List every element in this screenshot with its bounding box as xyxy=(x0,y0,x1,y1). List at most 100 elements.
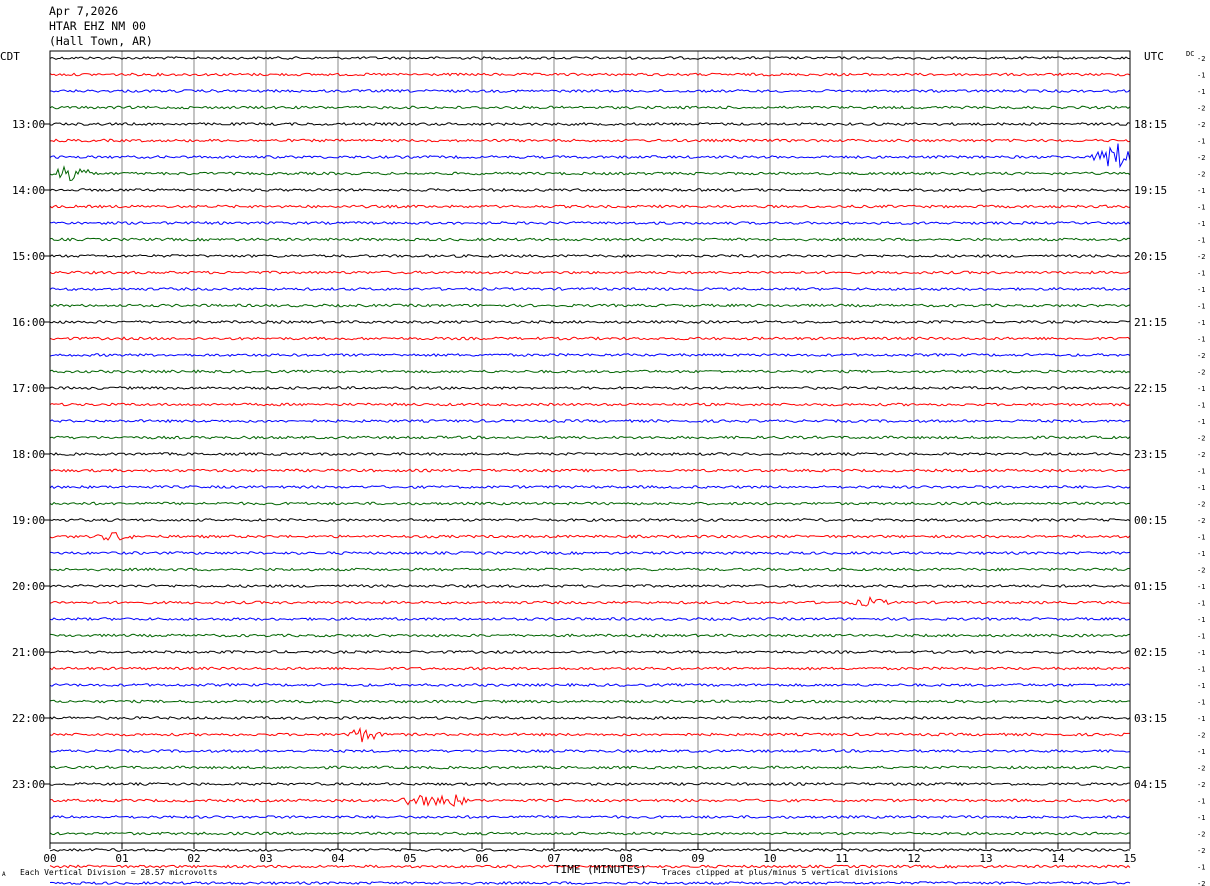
dc-offset-label: -1 xyxy=(1197,616,1205,624)
seismic-traces xyxy=(49,56,1131,886)
dc-offset-label: -1 xyxy=(1197,187,1205,195)
left-hour-labels: 13:00 14:00 15:00 16:00 17:00 18:00 19:00 20:00… xyxy=(12,118,50,791)
dc-offset-label: -1 xyxy=(1197,468,1205,476)
dc-offset-label: -1 xyxy=(1197,72,1205,80)
dc-offset-label: -2 xyxy=(1197,369,1205,377)
dc-offset-label: -1 xyxy=(1197,336,1205,344)
trace-line xyxy=(49,88,1131,94)
trace-line xyxy=(49,617,1131,622)
dc-offset-label: -2 xyxy=(1197,435,1205,443)
trace-line xyxy=(49,369,1131,374)
dc-offset-label: -2 xyxy=(1197,55,1205,63)
station-location: (Hall Town, AR) xyxy=(49,34,153,48)
cdt-hour-label: 20:00 xyxy=(12,580,45,593)
utc-hour-label: 01:15 xyxy=(1134,580,1167,593)
clip-note: Traces clipped at plus/minus 5 vertical … xyxy=(662,868,899,877)
trace-line xyxy=(49,815,1131,819)
dc-offset-label: -1 xyxy=(1197,534,1205,542)
cdt-hour-label: 22:00 xyxy=(12,712,45,725)
x-tick-label: 02 xyxy=(187,852,200,865)
dc-offset-label: -1 xyxy=(1197,649,1205,657)
cdt-hour-label: 19:00 xyxy=(12,514,45,527)
trace-line xyxy=(49,847,1131,852)
trace-line xyxy=(49,121,1131,127)
dc-offset-label: -1 xyxy=(1197,204,1205,212)
trace-line xyxy=(49,633,1131,638)
trace-line xyxy=(49,336,1131,341)
dc-offset-label: -1 xyxy=(1197,715,1205,723)
dc-label: DC xyxy=(1186,50,1195,58)
dc-offset-label: -1 xyxy=(1197,319,1205,327)
dc-offset-label: -1 xyxy=(1197,385,1205,393)
cdt-hour-label: 23:00 xyxy=(12,778,45,791)
trace-line xyxy=(49,682,1131,688)
cdt-hour-label: 17:00 xyxy=(12,382,45,395)
trace-line xyxy=(49,748,1131,753)
dc-offset-label: -2 xyxy=(1197,154,1205,162)
x-tick-label: 10 xyxy=(763,852,776,865)
dc-offset-label: -1 xyxy=(1197,402,1205,410)
dc-offset-label: -1 xyxy=(1197,286,1205,294)
dc-offset-label: -2 xyxy=(1197,517,1205,525)
right-timezone-label: UTC xyxy=(1144,50,1164,63)
x-axis-ticks: 00 01 02 03 04 05 06 07 08 09 10 11 12 13 14 15 xyxy=(43,843,1137,865)
utc-hour-label: 22:15 xyxy=(1134,382,1167,395)
cdt-hour-label: 13:00 xyxy=(12,118,45,131)
dc-offset-label: -1 xyxy=(1197,864,1205,872)
left-timezone-label: CDT xyxy=(0,50,20,63)
trace-line xyxy=(49,532,1131,541)
trace-line xyxy=(49,485,1131,489)
x-tick-label: 05 xyxy=(403,852,416,865)
dc-offset-label: -2 xyxy=(1197,880,1205,886)
trace-line xyxy=(49,649,1131,654)
dc-offset-label: -2 xyxy=(1197,567,1205,575)
trace-line xyxy=(49,699,1130,704)
trace-line xyxy=(49,517,1131,522)
trace-line xyxy=(49,551,1131,555)
trace-line xyxy=(49,418,1131,424)
trace-line xyxy=(49,237,1131,242)
utc-hour-label: 04:15 xyxy=(1134,778,1167,791)
x-tick-label: 15 xyxy=(1123,852,1136,865)
dc-offset-label: -1 xyxy=(1197,814,1205,822)
utc-hour-label: 20:15 xyxy=(1134,250,1167,263)
cdt-hour-label: 14:00 xyxy=(12,184,45,197)
trace-line xyxy=(49,781,1130,787)
x-tick-label: 11 xyxy=(835,852,848,865)
minute-gridlines xyxy=(121,51,1059,843)
utc-hour-label: 21:15 xyxy=(1134,316,1167,329)
corner-mark: A xyxy=(2,871,6,878)
cdt-hour-label: 18:00 xyxy=(12,448,45,461)
trace-line xyxy=(49,794,1131,807)
dc-offset-label: -2 xyxy=(1197,121,1205,129)
trace-line xyxy=(49,468,1131,473)
x-tick-label: 04 xyxy=(331,852,345,865)
dc-offset-label: -1 xyxy=(1197,220,1205,228)
x-tick-label: 03 xyxy=(259,852,272,865)
dc-offset-label: -1 xyxy=(1197,418,1205,426)
x-tick-label: 00 xyxy=(43,852,56,865)
trace-line xyxy=(49,726,1130,743)
utc-hour-label: 23:15 xyxy=(1134,448,1167,461)
dc-offset-label: -1 xyxy=(1197,666,1205,674)
trace-line xyxy=(49,596,1131,607)
dc-offset-label: -1 xyxy=(1197,600,1205,608)
dc-offset-label: -1 xyxy=(1197,237,1205,245)
dc-offset-label: -1 xyxy=(1197,748,1205,756)
dc-offset-label: -1 xyxy=(1197,484,1205,492)
trace-line xyxy=(49,72,1131,77)
trace-line xyxy=(49,831,1131,836)
dc-offset-label: -2 xyxy=(1197,732,1205,740)
trace-line xyxy=(49,319,1131,324)
trace-line xyxy=(49,221,1131,226)
utc-hour-label: 02:15 xyxy=(1134,646,1167,659)
dc-offset-label: -1 xyxy=(1197,699,1205,707)
cdt-hour-label: 16:00 xyxy=(12,316,45,329)
trace-line xyxy=(49,187,1131,193)
x-tick-label: 13 xyxy=(979,852,992,865)
trace-line xyxy=(49,716,1131,721)
dc-offset-label: -2 xyxy=(1197,105,1205,113)
trace-line xyxy=(49,165,1131,182)
x-axis-title: TIME (MINUTES) xyxy=(554,863,647,876)
